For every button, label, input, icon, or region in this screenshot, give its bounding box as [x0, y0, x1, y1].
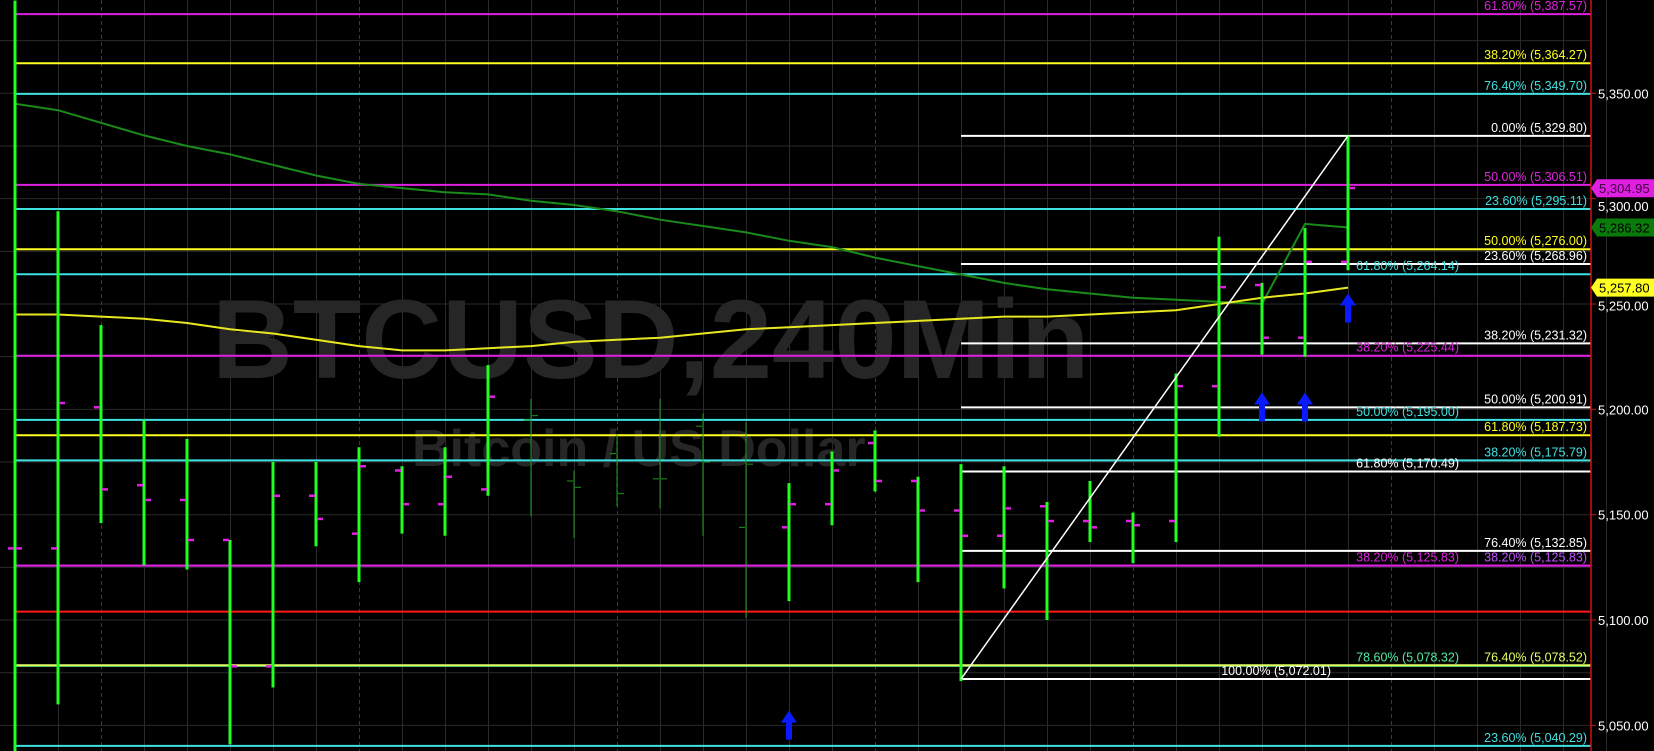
ohlc-bar	[180, 438, 194, 570]
ohlc-bar	[94, 325, 108, 524]
fib-level-label: 50.00% (5,276.00)	[1484, 234, 1587, 248]
signal-arrows	[781, 293, 1356, 740]
ohlc-bar	[352, 447, 366, 583]
ohlc-bar	[1083, 480, 1097, 543]
trendline[interactable]	[960, 135, 1349, 680]
ohlc-bar	[1040, 502, 1054, 621]
ohlc-bar	[524, 398, 538, 517]
fib-level-label: 76.40% (5,349.70)	[1484, 79, 1587, 93]
price-tag	[1591, 278, 1654, 297]
ohlc-bars	[8, 0, 1355, 751]
fib-level-label: 61.80% (5,387.57)	[1484, 0, 1587, 13]
price-tag-label: 5,304.95	[1599, 181, 1650, 196]
ohlc-bar	[610, 434, 624, 507]
fib-level-label: 76.40% (5,078.52)	[1484, 650, 1587, 664]
price-tag	[1591, 179, 1654, 198]
fib-level-label: 38.20% (5,225.44)	[1356, 341, 1459, 355]
price-tag-label: 5,257.80	[1599, 281, 1650, 296]
fib-level-label: 38.20% (5,125.83)	[1356, 551, 1459, 565]
moving-averages	[14, 102, 1349, 352]
moving-average-fast	[15, 286, 1349, 352]
fib-level-label: 61.80% (5,170.49)	[1356, 457, 1459, 471]
ohlc-bar	[782, 483, 796, 602]
axis-tick-label: 5,100.00	[1598, 613, 1649, 628]
axis-tick-label: 5,350.00	[1598, 86, 1649, 101]
ohlc-bar	[653, 398, 667, 509]
ohlc-bar	[1298, 228, 1312, 357]
axis-tick-label: 5,200.00	[1598, 402, 1649, 417]
up-arrow-icon	[1340, 293, 1356, 323]
moving-average-slow	[14, 102, 1349, 306]
fib-level-label: 50.00% (5,200.91)	[1484, 392, 1587, 406]
up-arrow-icon	[1254, 392, 1270, 422]
fib-level-label: 61.80% (5,187.73)	[1484, 420, 1587, 434]
ohlc-bar	[997, 466, 1011, 589]
axis-tick-label: 5,300.00	[1598, 199, 1649, 214]
fib-level-label: 0.00% (5,329.80)	[1491, 121, 1587, 135]
fib-level-label: 38.20% (5,175.79)	[1484, 445, 1587, 459]
fib-level-label: 23.60% (5,040.29)	[1484, 731, 1587, 745]
watermark-symbol: BTCUSD,240Min	[212, 277, 1089, 402]
fib-level-label: 78.60% (5,078.32)	[1356, 651, 1459, 665]
fib-level-label: 38.20% (5,125.83)	[1484, 551, 1587, 565]
price-tags: 5,304.95 5,286.32 5,257.80	[1591, 179, 1654, 297]
price-tag-label: 5,286.32	[1599, 220, 1650, 235]
axis-tick-label: 5,250.00	[1598, 299, 1649, 314]
ohlc-bar	[1341, 135, 1355, 271]
fib-level-label: 23.60% (5,268.96)	[1484, 249, 1587, 263]
fib-level-label: 23.60% (5,295.11)	[1485, 194, 1587, 208]
fib-level-label: 38.20% (5,231.32)	[1484, 328, 1587, 342]
axis-tick-label: 5,050.00	[1598, 718, 1649, 733]
ohlc-bar	[438, 447, 452, 536]
axis-tick-label: 5,150.00	[1598, 508, 1649, 523]
fib-level-label: 50.00% (5,195.00)	[1356, 405, 1459, 419]
ohlc-bar	[1169, 373, 1183, 543]
ohlc-bar	[266, 462, 280, 688]
ohlc-bar	[395, 466, 409, 534]
ohlc-bar	[825, 451, 839, 526]
fib-level-label: 76.40% (5,132.85)	[1484, 536, 1587, 550]
ohlc-bar	[1212, 236, 1226, 437]
watermark-description: Bitcoin / US Dollar	[412, 420, 866, 478]
ohlc-bar	[954, 464, 968, 682]
fib-level-label: 61.80% (5,264.14)	[1356, 259, 1459, 273]
up-arrow-icon	[781, 710, 797, 740]
ohlc-bar	[137, 419, 151, 566]
fib-trendline	[960, 135, 1349, 680]
ohlc-bar	[51, 211, 65, 705]
price-tag	[1591, 218, 1654, 237]
ohlc-bar	[739, 421, 753, 618]
ohlc-bar	[696, 413, 710, 536]
price-axis[interactable]: 5,050.00 5,100.00 5,150.00 5,200.00 5,250.00…	[1591, 86, 1649, 733]
fib-level-label: 100.00% (5,072.01)	[1221, 664, 1331, 678]
ohlc-bar	[481, 365, 495, 496]
ohlc-bar	[1255, 282, 1269, 355]
ohlc-bar	[8, 0, 22, 751]
fib-level-label: 38.20% (5,364.27)	[1484, 48, 1587, 62]
grid	[0, 0, 1607, 751]
ohlc-bar	[309, 462, 323, 547]
ohlc-bar	[868, 430, 882, 492]
up-arrow-icon	[1297, 392, 1313, 422]
ohlc-bar	[1126, 512, 1140, 564]
ohlc-bar	[223, 538, 237, 745]
fib-level-label: 50.00% (5,306.51)	[1484, 170, 1587, 184]
fibonacci-levels: 61.80% (5,387.57) 38.20% (5,364.27) 76.40%…	[15, 0, 1591, 747]
ohlc-bar	[567, 470, 581, 538]
ohlc-bar	[911, 476, 925, 583]
